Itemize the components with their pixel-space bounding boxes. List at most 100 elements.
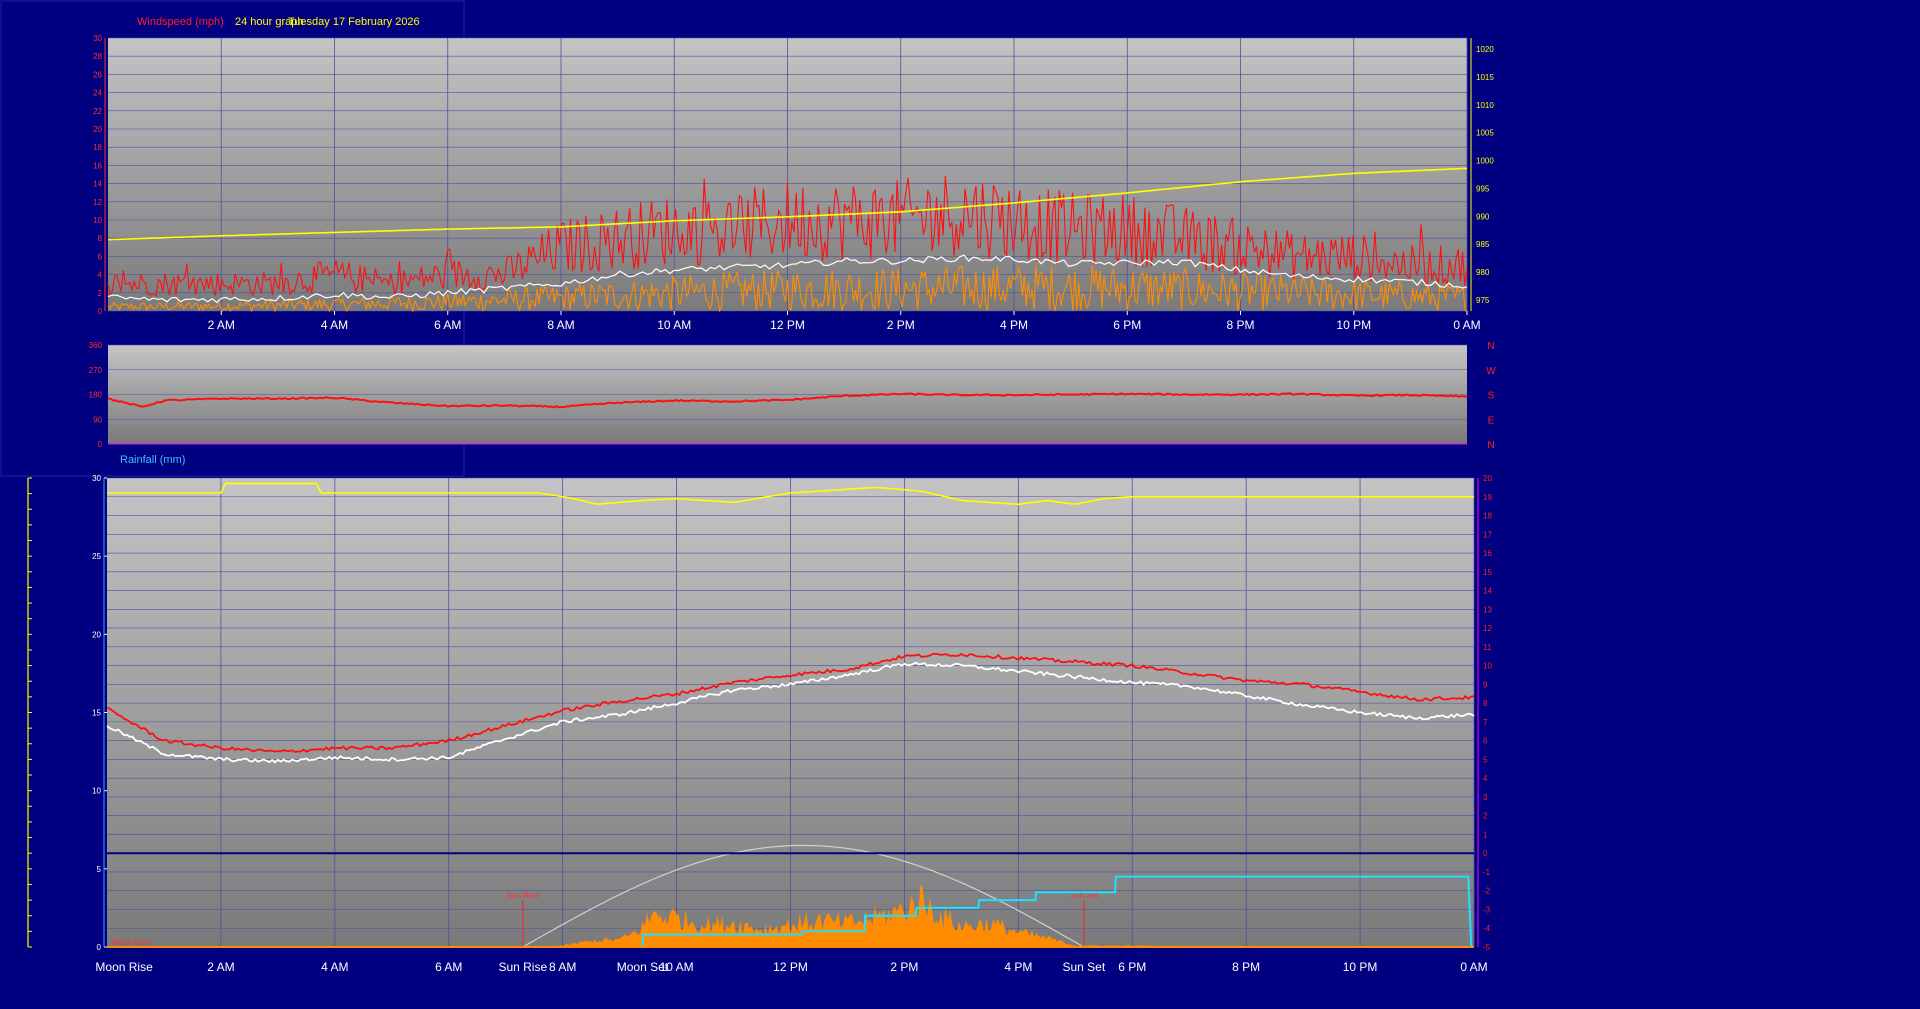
temperature-axis-tick: 0 [1483, 849, 1488, 858]
pressure-axis-tick: 985 [1476, 240, 1490, 249]
time-axis-label: 8 AM [547, 318, 574, 332]
humidity-axis-tick: 30 [92, 474, 101, 483]
wind-axis-tick: 22 [93, 107, 102, 116]
temperature-axis-tick: 4 [1483, 774, 1488, 783]
bottom-time-label: 6 AM [435, 960, 462, 974]
time-axis-label: 10 AM [657, 318, 691, 332]
time-axis-label: 4 PM [1000, 318, 1028, 332]
bottom-time-label: 8 PM [1232, 960, 1260, 974]
rainfall-label: Rainfall (mm) [120, 454, 186, 466]
compass-label: W [1486, 366, 1496, 377]
temperature-axis-tick: 16 [1483, 549, 1492, 558]
pressure-axis-tick: 980 [1476, 268, 1490, 277]
bottom-time-label: Moon Rise [95, 960, 153, 974]
time-axis-label: 0 AM [1453, 318, 1480, 332]
temperature-axis-tick: 10 [1483, 662, 1492, 671]
temperature-axis-tick: 2 [1483, 812, 1488, 821]
temperature-axis-tick: 8 [1483, 699, 1488, 708]
temperature-axis-tick: -5 [1483, 943, 1491, 952]
direction-axis-tick: 180 [89, 391, 103, 400]
time-axis-label: 10 PM [1336, 318, 1371, 332]
bottom-time-label: 8 AM [549, 960, 576, 974]
humidity-axis-tick: 0 [97, 943, 102, 952]
bottom-time-label: 6 PM [1118, 960, 1146, 974]
moonrise-marker: Moon Rise [112, 938, 151, 947]
temperature-axis-tick: 20 [1483, 474, 1492, 483]
bottom-time-label: 4 AM [321, 960, 348, 974]
temperature-line [106, 652, 1475, 753]
temperature-axis-tick: 19 [1483, 493, 1492, 502]
compass-label: E [1488, 415, 1495, 426]
time-axis-label: 12 PM [770, 318, 805, 332]
bottom-time-label: 12 PM [773, 960, 808, 974]
bottom-time-label: 2 AM [207, 960, 234, 974]
time-axis-label: 2 AM [208, 318, 235, 332]
bottom-time-label: 10 AM [660, 960, 694, 974]
temperature-axis-tick: 9 [1483, 680, 1488, 689]
pressure-axis-tick: 1015 [1476, 73, 1494, 82]
temperature-axis-tick: 7 [1483, 718, 1488, 727]
time-axis-label: 4 AM [321, 318, 348, 332]
temperature-axis-tick: 11 [1483, 643, 1492, 652]
average-wind-line [107, 254, 1468, 304]
wind-axis-tick: 4 [98, 271, 103, 280]
dewpoint-line [106, 661, 1475, 764]
humidity-axis-tick: 5 [97, 865, 102, 874]
temperature-axis-tick: 12 [1483, 624, 1492, 633]
graph-title: 24 hour graph [235, 16, 304, 28]
humidity-axis-tick: 10 [92, 787, 101, 796]
temperature-axis-tick: 6 [1483, 737, 1488, 746]
temperature-axis-tick: 1 [1483, 830, 1488, 839]
wind-axis-tick: 0 [98, 307, 103, 316]
time-axis-label: 6 AM [434, 318, 461, 332]
wind-axis-tick: 6 [98, 252, 103, 261]
temperature-axis-tick: 5 [1483, 755, 1488, 764]
pressure-axis-tick: 1000 [1476, 157, 1494, 166]
gust-wind-line [107, 175, 1468, 297]
compass-label: S [1488, 391, 1495, 402]
wind-axis-tick: 14 [93, 180, 102, 189]
rainfall-line [107, 875, 1474, 948]
pressure-line [107, 167, 1468, 241]
bottom-time-label: 0 AM [1460, 960, 1487, 974]
wind-direction-line [107, 392, 1468, 409]
direction-axis-tick: 360 [89, 341, 103, 350]
temperature-axis-tick: -2 [1483, 887, 1491, 896]
direction-axis-tick: 0 [98, 440, 103, 449]
wind-axis-tick: 18 [93, 143, 102, 152]
wind-axis-tick: 10 [93, 216, 102, 225]
temperature-axis-tick: -1 [1483, 868, 1491, 877]
bottom-time-label: Sun Rise [498, 960, 547, 974]
humidity-axis-tick: 20 [92, 630, 101, 639]
pressure-axis-tick: 1020 [1476, 45, 1494, 54]
pressure-axis-tick: 975 [1476, 296, 1490, 305]
temperature-axis-tick: 17 [1483, 530, 1492, 539]
pressure-axis-tick: 990 [1476, 212, 1490, 221]
windspeed-label: Windspeed (mph) [137, 16, 224, 28]
bottom-time-label: Moon Set [617, 960, 669, 974]
direction-axis-tick: 270 [89, 366, 103, 375]
wind-axis-tick: 2 [98, 289, 103, 298]
time-axis-label: 6 PM [1113, 318, 1141, 332]
bottom-time-label: 2 PM [890, 960, 918, 974]
time-axis-label: 8 PM [1226, 318, 1254, 332]
sun-event-marker: Sun Rise [507, 891, 540, 900]
pressure-axis-tick: 995 [1476, 184, 1490, 193]
temperature-axis-tick: -3 [1483, 905, 1491, 914]
wind-axis-tick: 20 [93, 125, 102, 134]
pressure-axis-tick: 1010 [1476, 101, 1494, 110]
temperature-axis-tick: 14 [1483, 587, 1492, 596]
wind-axis-tick: 12 [93, 198, 102, 207]
sun-event-marker: Sun Set [1070, 891, 1099, 900]
time-axis-label: 2 PM [887, 318, 915, 332]
direction-axis-tick: 90 [93, 415, 102, 424]
wind-axis-tick: 8 [98, 234, 103, 243]
compass-label: N [1487, 341, 1494, 352]
wind-axis-tick: 30 [93, 34, 102, 43]
temperature-axis-tick: -4 [1483, 924, 1491, 933]
humidity-line [107, 482, 1474, 506]
temperature-axis-tick: 18 [1483, 512, 1492, 521]
humidity-axis-tick: 25 [92, 552, 101, 561]
